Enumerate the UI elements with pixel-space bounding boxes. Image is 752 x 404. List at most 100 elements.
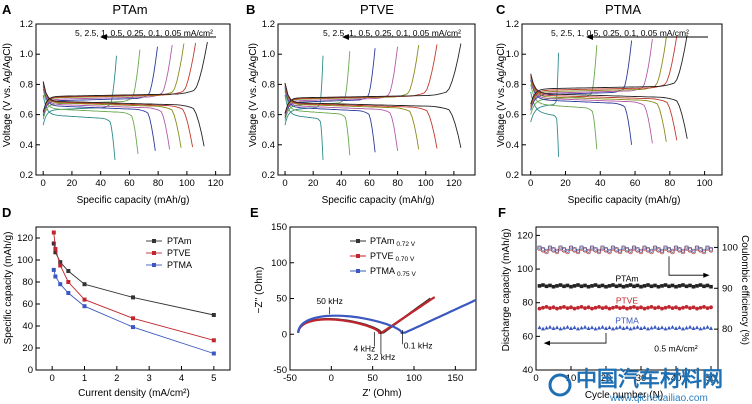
panel-f-ylabel-right: Coulombic efficiency (%) [739,235,750,345]
panel-a-ytick-label: 0.4 [20,140,33,151]
panel-b-discharge-2 [284,87,376,153]
panel-f-arrow-left-head [543,340,550,346]
panel-f-ce-ptma [628,248,633,253]
panel-f-ptam-point [614,284,619,289]
panel-f-ptma-point [670,324,675,329]
panel-c: C PTMA 5, 2.5, 1, 0.5, 0.25, 0.1, 0.05 m… [496,2,723,206]
panel-f-ptve-point [607,306,612,311]
panel-c-ytick-label: 0.2 [506,170,519,181]
panel-f-ce-ptma [702,248,706,253]
panel-f-ptam-point [656,284,661,289]
panel-b-xtick-label: 80 [392,178,403,189]
panel-f-ptam-point [583,283,587,288]
panel-a-xtick-label: 80 [153,178,164,189]
panel-f-ptve-point [590,306,594,311]
panel-f-xtick-label: 10 [566,373,577,384]
panel-a-title: PTAm [112,2,147,17]
panel-e-xlabel: Z' (Ohm) [362,388,401,399]
panel-e-ylabel: −Z'' (Ohm) [254,267,265,314]
panel-f-ptam-point [695,284,699,288]
panel-f-ptma-point [572,325,577,330]
panel-f-ptma-point [691,326,696,330]
panel-f-ptma-point [544,325,549,330]
panel-f-ptam-point [579,284,584,289]
watermark-logo-icon [548,373,572,397]
panel-a-xlabel: Specific capacity (mAh/g) [77,195,190,206]
panel-d-point [66,269,71,273]
panel-f-label-current: 0.5 mA/cm² [654,343,698,353]
panel-a-discharge-6 [42,81,205,147]
panel-b-discharge-6 [284,82,462,148]
panel-e-ytick-label: 50 [276,294,287,305]
panel-f-ptam-point [698,283,703,287]
panel-f-ptam-point [649,284,654,289]
panel-d-legend-marker [152,263,156,267]
panel-f-ptve-point [572,306,577,311]
panel-d-point [131,316,135,321]
panel-f-ptma-point [555,325,559,330]
panel-d-point [58,260,63,265]
panel-f-ptve-point [562,305,566,309]
panel-f-ptma-point [548,324,552,329]
panel-a-xtick-label: 40 [95,178,106,189]
panel-f-ptam-point [670,283,675,288]
panel-c-rate-arrowhead [586,34,593,40]
panel-f-ptve-point [604,305,608,310]
panel-f-ce-ptma [639,248,643,253]
panel-f-ce-ptma [646,247,650,251]
panel-f-ce-ptma [674,245,678,250]
panel-f-ce-ptma [565,248,570,253]
panel-f-ptve-point [625,306,629,311]
panel-f-ptma-point [562,325,566,330]
panel-f-ptve-point [628,305,633,310]
panel-f-ptam-point [551,284,556,289]
panel-f-ptve-point [670,306,675,311]
panel-d-point [211,351,216,356]
panel-f-ytick-label: 80 [522,298,533,309]
watermark-url: www.qichecailiao.com [609,393,708,404]
panel-c-xlabel: Specific capacity (mAh/g) [568,195,681,206]
panel-f-ptam-point [674,284,678,289]
panel-f-ptam-point [555,284,559,288]
panel-a-charge-0 [42,55,117,126]
panel-f-ptma-point [632,325,636,330]
panel-f-ptam-point [558,283,563,287]
panel-b-charge-0 [284,55,324,126]
panel-f-ptma-point [709,326,713,330]
panel-f-ptma-point [537,325,542,330]
panel-f-ce-ptma [537,245,542,250]
panel-f-ce-ptma [705,245,710,250]
panel-d-xtick-label: 2 [114,373,119,384]
panel-f-ce-ptve [575,249,581,255]
panel-f-ptve-point [681,305,685,310]
panel-f-ptve-point [646,305,650,310]
panel-f-ptma-point [593,326,598,331]
panel-f-ptma-point [677,325,682,330]
panel-f-ptve-point [597,305,601,309]
panel-e-legend-label: PTAm 0.72 V [370,236,416,248]
panel-label-d: D [2,205,11,220]
panel-f-ptam-point [593,283,598,287]
panel-f-ptam-point [590,284,594,288]
panel-f-ytick-right-label: 100 [722,242,738,253]
panel-b-charge-3 [284,46,399,117]
panel-d-xtick-label: 4 [179,373,184,384]
panel-f-ptma-point [551,326,556,330]
panel-f-ptma-point [569,326,573,330]
panel-d-ytick-label: 100 [17,255,33,266]
panel-c-xtick-label: 80 [665,178,676,189]
panel-f-xtick-label: 40 [671,373,682,384]
panel-e-xtick-label: -50 [283,373,297,384]
panel-label-f: F [498,205,506,220]
panel-d-legend-label: PTVE [167,248,191,258]
panel-d-point [51,230,56,235]
panel-f-ptma-point [649,325,654,330]
panel-a-discharge-0 [42,94,116,160]
panel-a-charge-2 [42,46,158,117]
panel-f-ce-ptma [562,247,566,251]
panel-e-ytick-label: 150 [271,222,287,233]
panel-f-ptam-point [705,283,710,288]
panel-f-ylabel: Discharge capacity (mAh/g) [501,229,512,352]
panel-f-ptam-point [688,283,692,288]
panel-d-xtick-label: 1 [82,373,87,384]
